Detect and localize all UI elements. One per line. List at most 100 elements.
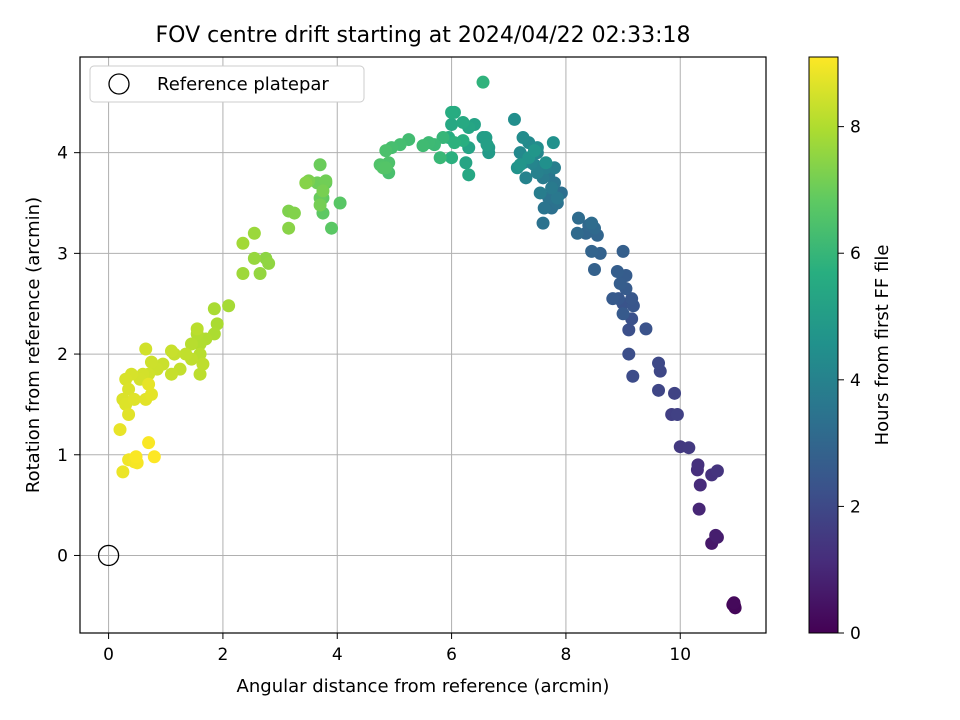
data-point xyxy=(709,528,723,542)
data-point xyxy=(319,174,333,188)
data-point xyxy=(533,186,547,200)
data-point xyxy=(692,502,706,516)
data-point xyxy=(116,465,130,479)
data-point xyxy=(139,342,153,356)
data-point xyxy=(299,176,313,190)
data-point xyxy=(287,206,301,220)
data-point xyxy=(207,302,221,316)
data-point xyxy=(585,216,599,230)
y-tick-label: 0 xyxy=(57,546,68,566)
colorbar-tick-label: 6 xyxy=(850,244,861,264)
data-point xyxy=(622,323,636,337)
data-point xyxy=(210,317,224,331)
data-point xyxy=(445,117,459,131)
data-point xyxy=(122,407,136,421)
data-point xyxy=(693,478,707,492)
reference-marker xyxy=(97,544,120,567)
data-point xyxy=(236,236,250,250)
colorbar-tick-label: 0 xyxy=(850,624,861,644)
data-point xyxy=(164,367,178,381)
data-point xyxy=(282,221,296,235)
data-point xyxy=(727,596,741,610)
data-point xyxy=(682,441,696,455)
data-point xyxy=(585,244,599,258)
data-point xyxy=(236,267,250,281)
data-point xyxy=(445,151,459,165)
reference-marker-group xyxy=(97,544,120,567)
data-point xyxy=(247,251,261,265)
data-point xyxy=(222,299,236,313)
scatter-points xyxy=(113,75,742,615)
data-point xyxy=(190,322,204,336)
data-point xyxy=(313,158,327,172)
data-point xyxy=(570,226,584,240)
data-point xyxy=(546,136,560,150)
plot-frame xyxy=(79,56,767,634)
colorbar-tick-label: 2 xyxy=(850,497,861,517)
data-point xyxy=(122,382,136,396)
data-point xyxy=(144,355,158,369)
data-point xyxy=(445,105,459,119)
data-point xyxy=(710,464,724,478)
data-point xyxy=(536,216,550,230)
data-point xyxy=(147,450,161,464)
data-point xyxy=(613,277,627,291)
x-tick-label: 2 xyxy=(218,645,229,665)
x-tick-label: 8 xyxy=(561,645,572,665)
chart-title: FOV centre drift starting at 2024/04/22 … xyxy=(156,23,691,48)
data-point xyxy=(144,387,158,401)
data-point xyxy=(616,244,630,258)
data-point xyxy=(456,115,470,129)
data-point xyxy=(433,151,447,165)
x-tick-label: 0 xyxy=(103,645,114,665)
data-point xyxy=(262,256,276,270)
data-point xyxy=(480,138,494,152)
data-point xyxy=(447,136,461,150)
data-point xyxy=(436,131,450,145)
y-tick-label: 2 xyxy=(57,345,68,365)
data-point xyxy=(379,161,393,175)
data-point xyxy=(652,356,666,370)
data-point xyxy=(142,377,156,391)
data-point xyxy=(588,262,601,276)
data-point xyxy=(527,144,541,158)
data-point xyxy=(616,307,630,321)
data-point xyxy=(164,344,178,358)
data-point xyxy=(610,264,624,278)
data-point xyxy=(507,112,521,126)
y-tick-label: 1 xyxy=(57,446,68,466)
data-point xyxy=(516,131,530,145)
colorbar-gradient xyxy=(808,56,839,634)
data-point xyxy=(625,292,639,306)
data-point xyxy=(513,158,527,172)
data-point xyxy=(127,392,141,406)
colorbar-label: Hours from first FF file xyxy=(872,245,893,446)
y-tick-label: 3 xyxy=(57,244,68,264)
x-axis-label: Angular distance from reference (arcmin) xyxy=(237,676,610,697)
data-point xyxy=(459,156,473,170)
data-point xyxy=(416,139,430,153)
data-point xyxy=(462,168,476,182)
data-point xyxy=(539,156,553,170)
data-point xyxy=(652,383,666,397)
data-point xyxy=(325,221,339,235)
data-point xyxy=(668,386,682,400)
data-point xyxy=(545,181,559,195)
legend: Reference platepar xyxy=(89,65,365,103)
data-point xyxy=(184,337,198,351)
colorbar: 0 2 4 6 8 Hours from first FF file xyxy=(808,56,893,644)
data-point xyxy=(333,196,347,210)
data-point xyxy=(196,357,210,371)
data-point xyxy=(537,201,551,215)
legend-marker xyxy=(108,73,130,95)
colorbar-ticks: 0 2 4 6 8 xyxy=(838,118,861,644)
x-tick-label: 4 xyxy=(332,645,343,665)
data-point xyxy=(476,75,490,89)
y-axis-label: Rotation from reference (arcmin) xyxy=(23,197,44,493)
data-point xyxy=(379,144,393,158)
colorbar-tick-label: 8 xyxy=(850,118,861,138)
y-tick-label: 4 xyxy=(57,144,68,164)
data-point xyxy=(606,292,620,306)
data-point xyxy=(550,191,564,205)
